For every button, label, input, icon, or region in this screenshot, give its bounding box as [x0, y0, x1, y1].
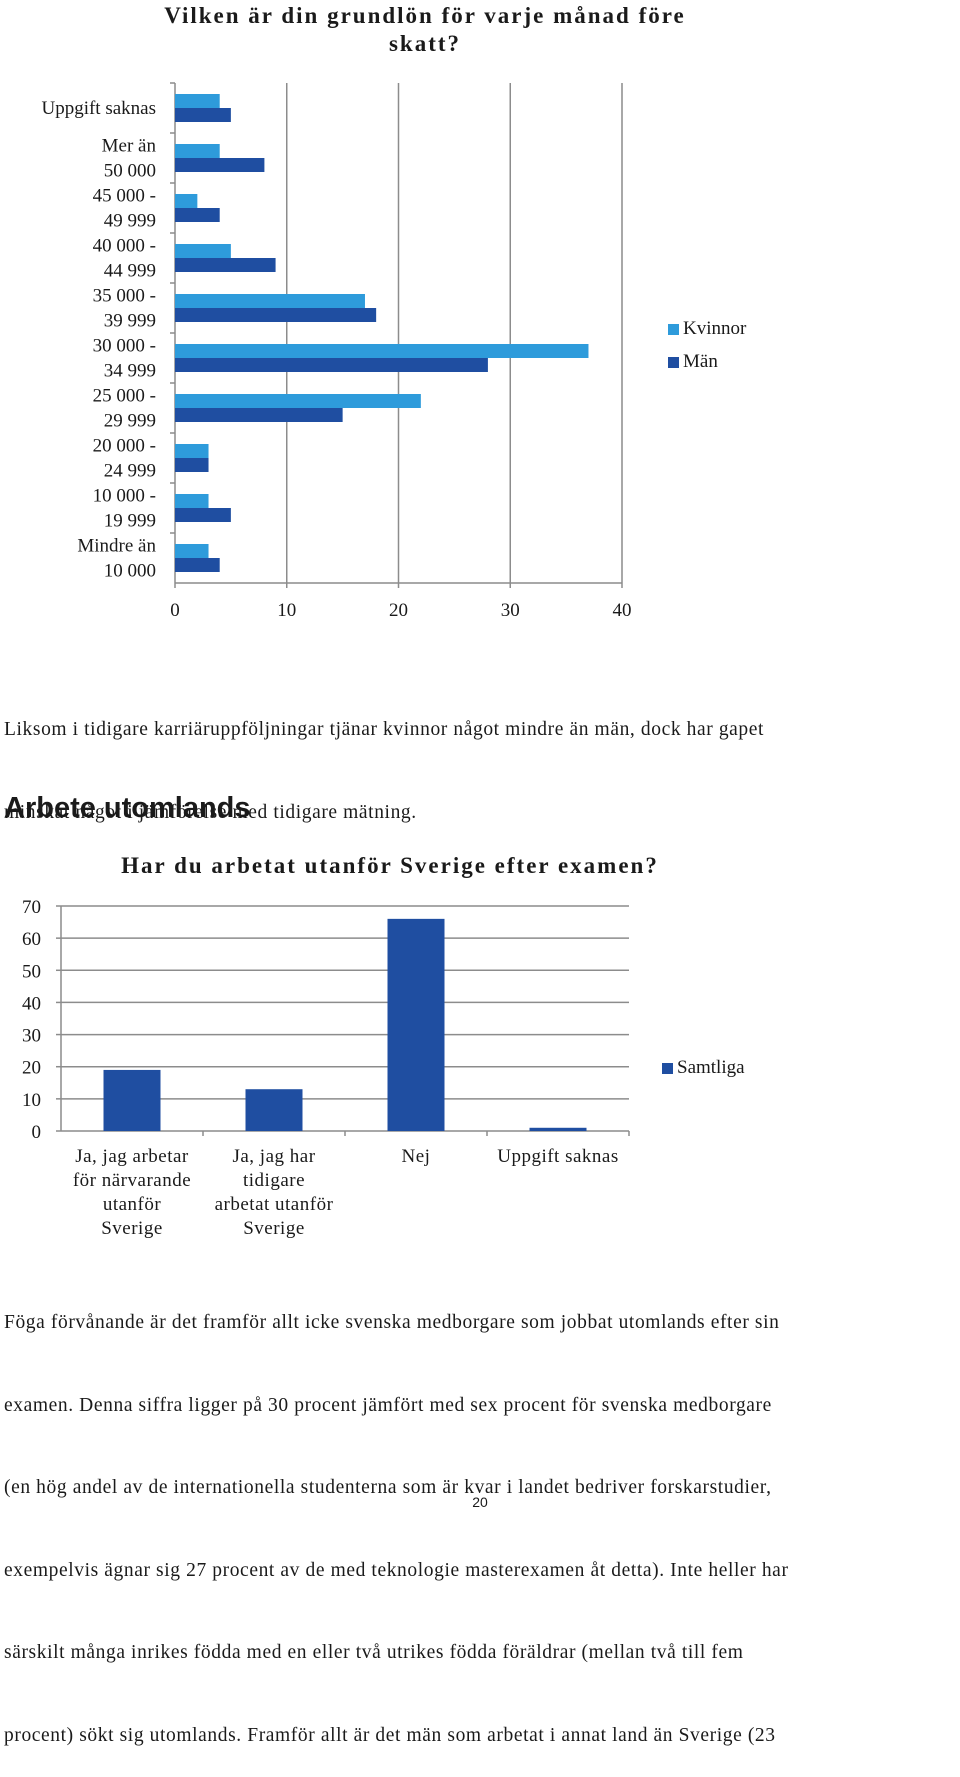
bar-kvinnor — [175, 494, 209, 508]
category-label: 44 999 — [104, 261, 156, 282]
category-label: 50 000 — [104, 161, 156, 182]
category-label: 40 000 - — [93, 236, 156, 257]
chart2-legend: Samtliga — [662, 1057, 745, 1079]
paragraph-abroad: Föga förvånande är det framför allt icke… — [4, 1254, 789, 1777]
category-label: 10 000 - — [93, 486, 156, 507]
paragraph-line: procent) sökt sig utomlands. Framför all… — [4, 1724, 776, 1746]
legend-label-samtliga: Samtliga — [677, 1057, 745, 1078]
y-tick-label: 30 — [22, 1026, 41, 1047]
x-tick-label: 10 — [277, 600, 296, 621]
x-tick-label: 40 — [613, 600, 632, 621]
y-tick-label: 60 — [22, 929, 41, 950]
bar-samtliga — [387, 918, 445, 1131]
bar-samtliga — [103, 1069, 161, 1131]
x-tick-label: 20 — [389, 600, 408, 621]
category-label: 25 000 - — [93, 386, 156, 407]
x-tick-label: 0 — [170, 600, 180, 621]
bar-kvinnor — [175, 444, 209, 458]
paragraph-salary: Liksom i tidigare karriäruppföljningar t… — [4, 661, 764, 854]
category-label: tidigare — [243, 1170, 305, 1191]
paragraph-line: minskat något i jämförelse med tidigare … — [4, 801, 417, 823]
bar-man — [175, 458, 209, 472]
y-tick-label: 50 — [22, 961, 41, 982]
bar-man — [175, 358, 488, 372]
x-tick-label: 30 — [501, 600, 520, 621]
y-tick-label: 70 — [22, 897, 41, 918]
category-label: utanför — [103, 1194, 162, 1215]
bar-kvinnor — [175, 344, 589, 358]
category-label: Uppgift saknas — [497, 1146, 619, 1167]
category-label: 45 000 - — [93, 186, 156, 207]
paragraph-line: Liksom i tidigare karriäruppföljningar t… — [4, 719, 765, 740]
category-label: 34 999 — [104, 361, 156, 382]
category-label: 35 000 - — [93, 286, 156, 307]
chart1-legend: Kvinnor Män — [668, 318, 746, 373]
bar-man — [175, 108, 231, 122]
legend-swatch-man — [668, 356, 679, 368]
bar-kvinnor — [175, 544, 209, 558]
paragraph-line: Föga förvånande är det framför allt icke… — [4, 1312, 780, 1333]
bar-man — [175, 208, 220, 222]
bar-samtliga — [529, 1127, 587, 1131]
chart1-title-line1: Vilken är din grundlön för varje månad f… — [164, 3, 686, 28]
category-label: Ja, jag har — [232, 1146, 315, 1167]
page-number: 20 — [472, 1494, 488, 1510]
bar-kvinnor — [175, 94, 220, 108]
paragraph-line: särskilt många inrikes födda med en elle… — [4, 1642, 744, 1663]
bar-man — [175, 508, 231, 522]
y-tick-label: 20 — [22, 1058, 41, 1079]
bar-samtliga — [245, 1089, 303, 1131]
bar-kvinnor — [175, 394, 421, 408]
bar-man — [175, 558, 220, 572]
legend-item-man: Män — [668, 351, 746, 373]
bar-man — [175, 158, 265, 172]
abroad-chart: 0 10 20 30 40 50 60 70 Ja, jag arbetar för närvar… — [22, 897, 630, 1239]
paragraph-line: examen. Denna siffra ligger på 30 procen… — [4, 1394, 772, 1416]
bar-kvinnor — [175, 144, 220, 158]
salary-chart: 0 10 20 30 40 Uppgift saknas Mer än 50 000 45 00… — [41, 82, 632, 621]
chart1-title: Vilken är din grundlön för varje månad f… — [80, 2, 770, 58]
legend-swatch-samtliga — [662, 1062, 673, 1074]
category-label: Sverige — [101, 1218, 163, 1239]
category-label: Nej — [402, 1146, 431, 1167]
bar-kvinnor — [175, 294, 365, 308]
bar-kvinnor — [175, 194, 198, 208]
category-label: för närvarande — [73, 1170, 191, 1191]
category-label: 20 000 - — [93, 436, 156, 457]
category-label: Uppgift saknas — [41, 98, 156, 119]
y-tick-label: 10 — [22, 1090, 41, 1111]
bar-man — [175, 258, 276, 272]
bar-kvinnor — [175, 244, 231, 258]
legend-label-man: Män — [683, 351, 718, 372]
paragraph-line: (en hög andel av de internationella stud… — [4, 1477, 772, 1498]
bar-man — [175, 308, 377, 322]
legend-label-kvinnor: Kvinnor — [683, 318, 747, 339]
section-heading: Arbete utomlands — [4, 792, 251, 824]
legend-item-samtliga: Samtliga — [662, 1057, 745, 1079]
category-label: 24 999 — [104, 461, 156, 482]
category-label: 30 000 - — [93, 336, 156, 357]
category-label: 10 000 — [104, 561, 156, 582]
category-label: 29 999 — [104, 411, 156, 432]
category-label: Sverige — [243, 1218, 305, 1239]
chart1-title-line2: skatt? — [388, 31, 462, 56]
category-label: Ja, jag arbetar — [75, 1146, 189, 1167]
category-label: arbetat utanför — [215, 1194, 334, 1215]
category-label: 49 999 — [104, 211, 156, 232]
y-tick-label: 40 — [22, 993, 41, 1014]
y-tick-label: 0 — [32, 1122, 42, 1143]
category-label: 19 999 — [104, 511, 156, 532]
paragraph-line: exempelvis ägnar sig 27 procent av de me… — [4, 1559, 789, 1581]
legend-swatch-kvinnor — [668, 323, 679, 335]
bar-man — [175, 408, 343, 422]
category-label: Mer än — [102, 136, 157, 157]
legend-item-kvinnor: Kvinnor — [668, 318, 746, 340]
category-label: 39 999 — [104, 311, 156, 332]
category-label: Mindre än — [77, 536, 156, 557]
chart2-title: Har du arbetat utanför Sverige efter exa… — [121, 853, 659, 878]
